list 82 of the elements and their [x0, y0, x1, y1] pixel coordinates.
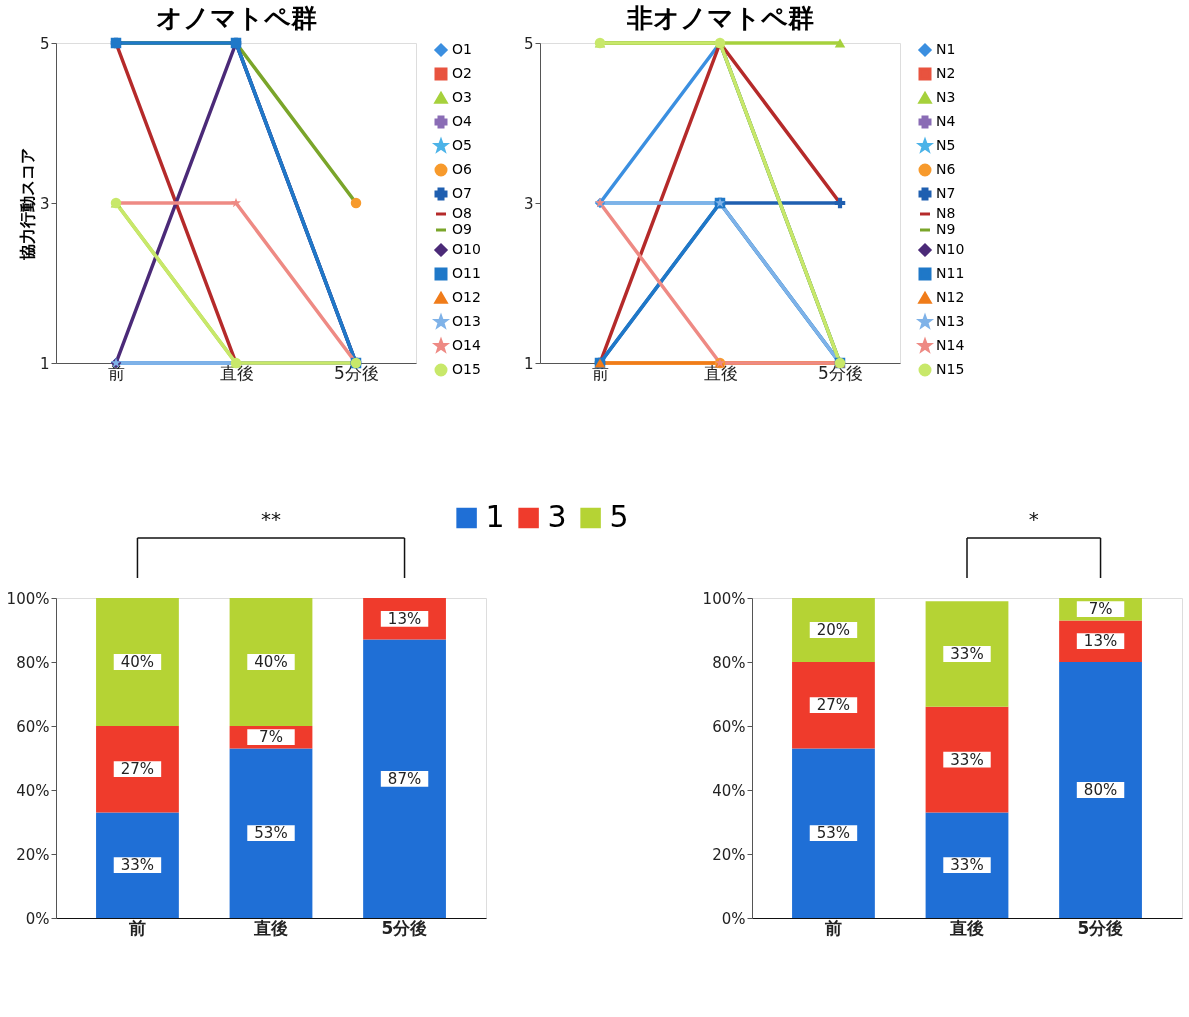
data-label: 27% [816, 696, 851, 715]
y-tick-label: 3 [523, 194, 534, 213]
data-label: 7% [259, 728, 283, 747]
data-label: 53% [254, 824, 288, 843]
data-label: 33% [950, 856, 984, 875]
x-tick-label: 直後 [703, 362, 738, 383]
chart-title: 非オノマトペ群 [625, 3, 814, 33]
x-tick-label: 前 [823, 917, 842, 938]
legend-label: O1 [452, 41, 472, 57]
x-tick-label: 直後 [949, 917, 984, 938]
legend-label: N5 [936, 137, 956, 153]
legend-label: N12 [936, 289, 965, 305]
data-label: 33% [950, 645, 984, 663]
data-label: 7% [1088, 600, 1113, 619]
chart-title: オノマトペ群 [155, 3, 317, 33]
y-tick-label: 80% [16, 653, 50, 672]
y-tick-label: 80% [712, 653, 746, 672]
x-tick-label: 5分後 [381, 917, 428, 938]
y-tick-label: 60% [16, 717, 50, 736]
y-axis-title: 協力行動スコア [17, 147, 37, 261]
legend-label: N8 [936, 205, 956, 221]
legend-label: O7 [452, 185, 472, 201]
legend-label: N13 [936, 313, 965, 329]
legend-label: N1 [936, 41, 956, 57]
legend-label: O5 [452, 137, 472, 153]
y-tick-label: 0% [721, 909, 746, 928]
y-tick-label: 3 [39, 194, 50, 213]
y-tick-label: 20% [712, 845, 746, 864]
legend-label: N6 [936, 161, 956, 177]
legend-label: O15 [452, 361, 481, 377]
legend-label: O11 [452, 265, 481, 281]
y-tick-label: 100% [702, 589, 746, 608]
y-tick-label: 5 [523, 34, 534, 53]
y-tick-label: 0% [25, 909, 50, 928]
y-tick-label: 60% [712, 717, 746, 736]
legend-label: O13 [452, 313, 481, 329]
legend-label: O12 [452, 289, 481, 305]
data-label: 13% [1083, 632, 1118, 651]
legend-label: O6 [452, 161, 473, 177]
data-label: 33% [950, 750, 984, 769]
data-label: 13% [387, 609, 422, 628]
data-label: 53% [816, 824, 851, 843]
legend-label: N9 [936, 221, 956, 237]
y-tick-label: 5 [39, 34, 50, 53]
legend-label: O10 [452, 241, 481, 257]
data-label: 33% [120, 856, 155, 875]
legend-label: O14 [452, 337, 481, 353]
data-label: 40% [254, 653, 288, 671]
legend-label: 1 [485, 499, 505, 534]
y-tick-label: 1 [39, 354, 50, 373]
legend-label: N15 [936, 361, 965, 377]
data-label: 40% [120, 653, 155, 671]
y-tick-label: 40% [16, 781, 50, 800]
y-tick-label: 100% [6, 589, 50, 608]
legend-label: O2 [452, 65, 472, 81]
legend-label: N4 [936, 113, 956, 129]
legend-label: O3 [452, 89, 472, 105]
y-tick-label: 1 [523, 354, 534, 373]
y-tick-label: 40% [712, 781, 746, 800]
legend-label: O8 [452, 205, 472, 221]
data-label: 27% [120, 760, 155, 779]
x-tick-label: 直後 [253, 917, 288, 938]
legend-label: N11 [936, 265, 965, 281]
x-tick-label: 直後 [219, 362, 254, 383]
data-label: 87% [387, 769, 422, 788]
legend-label: 3 [547, 499, 567, 534]
text: ** [261, 507, 281, 531]
x-tick-label: 前 [127, 917, 146, 938]
legend-label: 5 [609, 499, 629, 534]
legend-label: N10 [936, 241, 965, 257]
legend-label: N7 [936, 185, 956, 201]
y-tick-label: 20% [16, 845, 50, 864]
data-label: 80% [1083, 781, 1118, 799]
legend-label: N3 [936, 89, 956, 105]
x-tick-label: 前 [108, 362, 125, 383]
legend-label: N14 [936, 337, 965, 353]
legend-label: O4 [452, 113, 473, 129]
x-tick-label: 5分後 [1077, 917, 1124, 938]
legend-label: O9 [452, 221, 472, 237]
legend-label: N2 [936, 65, 956, 81]
text: * [1028, 507, 1039, 531]
data-label: 20% [816, 621, 851, 639]
